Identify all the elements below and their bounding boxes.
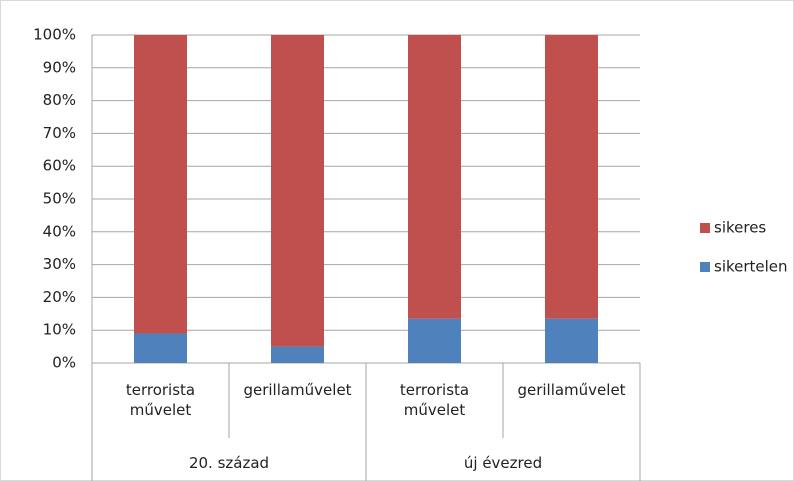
bar-segment	[408, 35, 461, 319]
x-tick-label: gerillaművelet	[517, 381, 626, 399]
group-label: új évezred	[463, 454, 543, 472]
y-tick-label: 30%	[43, 255, 76, 273]
y-tick-label: 60%	[43, 157, 76, 175]
legend-swatch	[700, 223, 710, 233]
y-tick-label: 20%	[43, 288, 76, 306]
group-label: 20. század	[188, 454, 270, 472]
bar-segment	[271, 346, 324, 363]
bar-segment	[134, 333, 187, 363]
y-tick-label: 0%	[52, 354, 76, 372]
x-tick-label: terrorista művelet	[399, 381, 470, 419]
y-tick-label: 90%	[43, 58, 76, 76]
bar-segment	[271, 35, 324, 347]
y-tick-label: 50%	[43, 190, 76, 208]
x-tick-label: gerillaművelet	[243, 381, 352, 399]
bar-segment	[134, 35, 187, 334]
y-tick-label: 70%	[43, 124, 76, 142]
legend-label: sikeres	[714, 219, 766, 237]
y-tick-label: 100%	[33, 26, 76, 44]
legend-swatch	[700, 262, 710, 272]
y-tick-label: 10%	[43, 321, 76, 339]
y-tick-label: 80%	[43, 91, 76, 109]
bar-segment	[545, 35, 598, 319]
y-tick-label: 40%	[43, 222, 76, 240]
x-tick-label: terrorista művelet	[125, 381, 196, 419]
legend-label: sikertelen	[714, 258, 788, 276]
bar-segment	[545, 318, 598, 363]
bar-segment	[408, 318, 461, 363]
